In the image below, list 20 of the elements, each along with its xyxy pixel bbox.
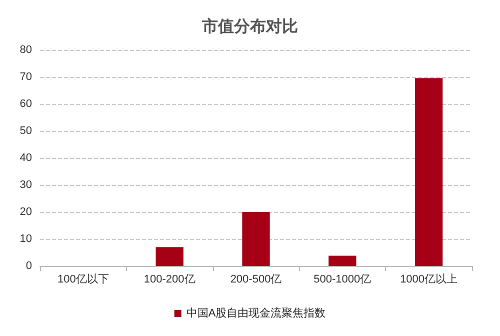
bar xyxy=(328,256,356,266)
y-tick-label: 10 xyxy=(20,233,32,245)
y-tick-label: 80 xyxy=(20,44,32,56)
bar xyxy=(414,78,443,266)
y-tick-label: 70 xyxy=(20,71,32,83)
bar xyxy=(156,247,184,266)
y-tick-label: 40 xyxy=(20,152,32,164)
y-tick-label: 50 xyxy=(20,125,32,137)
chart-title: 市值分布对比 xyxy=(201,18,298,36)
legend-label: 中国A股自由现金流聚焦指数 xyxy=(186,306,326,320)
x-tick-label: 100亿以下 xyxy=(58,272,109,286)
y-tick-label: 30 xyxy=(20,179,32,191)
y-tick-label: 0 xyxy=(26,260,32,272)
y-tick-label: 60 xyxy=(20,98,32,110)
x-tick-label: 200-500亿 xyxy=(230,274,282,286)
x-tick-label: 500-1000亿 xyxy=(314,274,372,286)
x-tick-label: 1000亿以上 xyxy=(400,272,458,286)
x-tick-label: 100-200亿 xyxy=(144,274,196,286)
bar xyxy=(242,212,270,266)
y-tick-label: 20 xyxy=(20,206,32,218)
